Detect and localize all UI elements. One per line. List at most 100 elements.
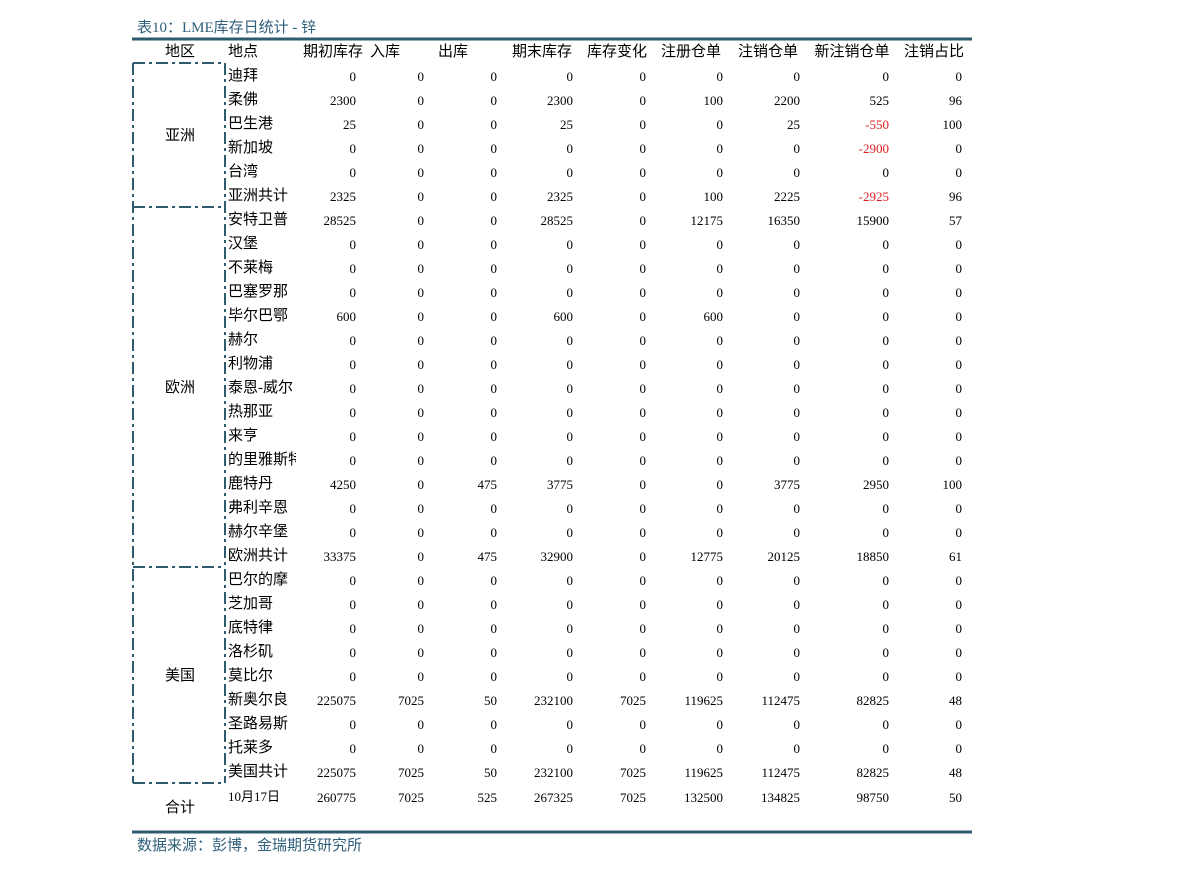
cell-value: 0 bbox=[417, 741, 425, 756]
cell-value: 0 bbox=[566, 285, 574, 300]
cell-value: -2900 bbox=[858, 141, 889, 156]
cell-value: 50 bbox=[484, 693, 497, 708]
cell-value: 0 bbox=[349, 333, 357, 348]
column-header: 入库 bbox=[369, 44, 401, 60]
cell-value: 260775 bbox=[317, 790, 356, 805]
cell-value: 0 bbox=[417, 357, 425, 372]
cell-value: 0 bbox=[417, 501, 425, 516]
cell-value: 0 bbox=[955, 741, 963, 756]
location: 弗利辛恩 bbox=[228, 500, 289, 516]
cell-value: 0 bbox=[417, 525, 425, 540]
cell-value: 0 bbox=[793, 69, 801, 84]
cell-value: 48 bbox=[949, 765, 962, 780]
cell-value: 0 bbox=[716, 669, 724, 684]
cell-value: 0 bbox=[716, 741, 724, 756]
cell-value: 0 bbox=[566, 621, 574, 636]
cell-value: 0 bbox=[349, 429, 357, 444]
cell-value: 0 bbox=[490, 165, 498, 180]
cell-value: 0 bbox=[882, 405, 890, 420]
location: 台湾 bbox=[228, 164, 259, 180]
cell-value: 0 bbox=[955, 237, 963, 252]
cell-value: 232100 bbox=[534, 693, 573, 708]
cell-value: 0 bbox=[793, 285, 801, 300]
cell-value: 0 bbox=[490, 333, 498, 348]
cell-value: 0 bbox=[955, 69, 963, 84]
cell-value: 225075 bbox=[317, 693, 356, 708]
cell-value: 0 bbox=[639, 645, 647, 660]
cell-value: 0 bbox=[639, 573, 647, 588]
cell-value: 0 bbox=[882, 621, 890, 636]
cell-value: 0 bbox=[417, 93, 425, 108]
cell-value: 0 bbox=[882, 525, 890, 540]
cell-value: 0 bbox=[793, 237, 801, 252]
cell-value: 0 bbox=[490, 453, 498, 468]
cell-value: 7025 bbox=[620, 693, 646, 708]
cell-value: 2325 bbox=[547, 189, 573, 204]
cell-value: 0 bbox=[882, 429, 890, 444]
source-note: 数据来源：彭博，金瑞期货研究所 bbox=[137, 838, 363, 854]
cell-value: 0 bbox=[639, 333, 647, 348]
cell-value: 0 bbox=[955, 621, 963, 636]
cell-value: 0 bbox=[490, 669, 498, 684]
location: 莫比尔 bbox=[228, 668, 274, 684]
cell-value: 0 bbox=[417, 597, 425, 612]
cell-value: 0 bbox=[716, 645, 724, 660]
cell-value: 0 bbox=[882, 573, 890, 588]
cell-value: 0 bbox=[793, 717, 801, 732]
cell-value: 7025 bbox=[620, 765, 646, 780]
cell-value: 25 bbox=[787, 117, 800, 132]
cell-value: 0 bbox=[417, 669, 425, 684]
cell-value: 0 bbox=[793, 309, 801, 324]
cell-value: 0 bbox=[349, 237, 357, 252]
cell-value: 0 bbox=[882, 645, 890, 660]
cell-value: 0 bbox=[793, 501, 801, 516]
location: 热那亚 bbox=[228, 404, 274, 420]
cell-value: 2325 bbox=[330, 189, 356, 204]
cell-value: 600 bbox=[336, 309, 357, 324]
cell-value: 0 bbox=[882, 501, 890, 516]
cell-value: 0 bbox=[566, 645, 574, 660]
cell-value: 0 bbox=[566, 741, 574, 756]
cell-value: 0 bbox=[566, 525, 574, 540]
cell-value: 0 bbox=[490, 597, 498, 612]
cell-value: 0 bbox=[882, 261, 890, 276]
cell-value: 132500 bbox=[684, 790, 723, 805]
location: 亚洲共计 bbox=[228, 188, 289, 204]
cell-value: 0 bbox=[490, 237, 498, 252]
cell-value: 0 bbox=[566, 573, 574, 588]
cell-value: 0 bbox=[490, 69, 498, 84]
cell-value: 100 bbox=[942, 477, 963, 492]
column-header: 注册仓单 bbox=[660, 44, 722, 60]
cell-value: 0 bbox=[639, 213, 647, 228]
cell-value: 0 bbox=[793, 381, 801, 396]
location: 毕尔巴鄂 bbox=[228, 308, 289, 324]
cell-value: 0 bbox=[639, 597, 647, 612]
cell-value: 0 bbox=[882, 333, 890, 348]
cell-value: 0 bbox=[716, 501, 724, 516]
cell-value: 0 bbox=[566, 453, 574, 468]
cell-value: 525 bbox=[869, 93, 890, 108]
cell-value: 0 bbox=[349, 717, 357, 732]
cell-value: 0 bbox=[716, 141, 724, 156]
cell-value: 0 bbox=[490, 93, 498, 108]
location: 鹿特丹 bbox=[228, 476, 274, 492]
cell-value: 0 bbox=[793, 741, 801, 756]
cell-value: 0 bbox=[490, 141, 498, 156]
cell-value: 0 bbox=[490, 525, 498, 540]
column-header: 库存变化 bbox=[586, 44, 648, 60]
region-label: 亚洲 bbox=[164, 128, 195, 144]
cell-value: 0 bbox=[639, 429, 647, 444]
cell-value: 267325 bbox=[534, 790, 573, 805]
cell-value: 0 bbox=[349, 261, 357, 276]
cell-value: 0 bbox=[793, 429, 801, 444]
column-header: 注销仓单 bbox=[737, 44, 799, 60]
cell-value: 0 bbox=[417, 165, 425, 180]
cell-value: 0 bbox=[793, 165, 801, 180]
cell-value: 82825 bbox=[856, 693, 890, 708]
cell-value: 0 bbox=[955, 525, 963, 540]
cell-value: 0 bbox=[639, 357, 647, 372]
location: 欧洲共计 bbox=[228, 548, 289, 564]
cell-value: 7025 bbox=[620, 790, 646, 805]
cell-value: 0 bbox=[639, 165, 647, 180]
cell-value: 0 bbox=[716, 453, 724, 468]
